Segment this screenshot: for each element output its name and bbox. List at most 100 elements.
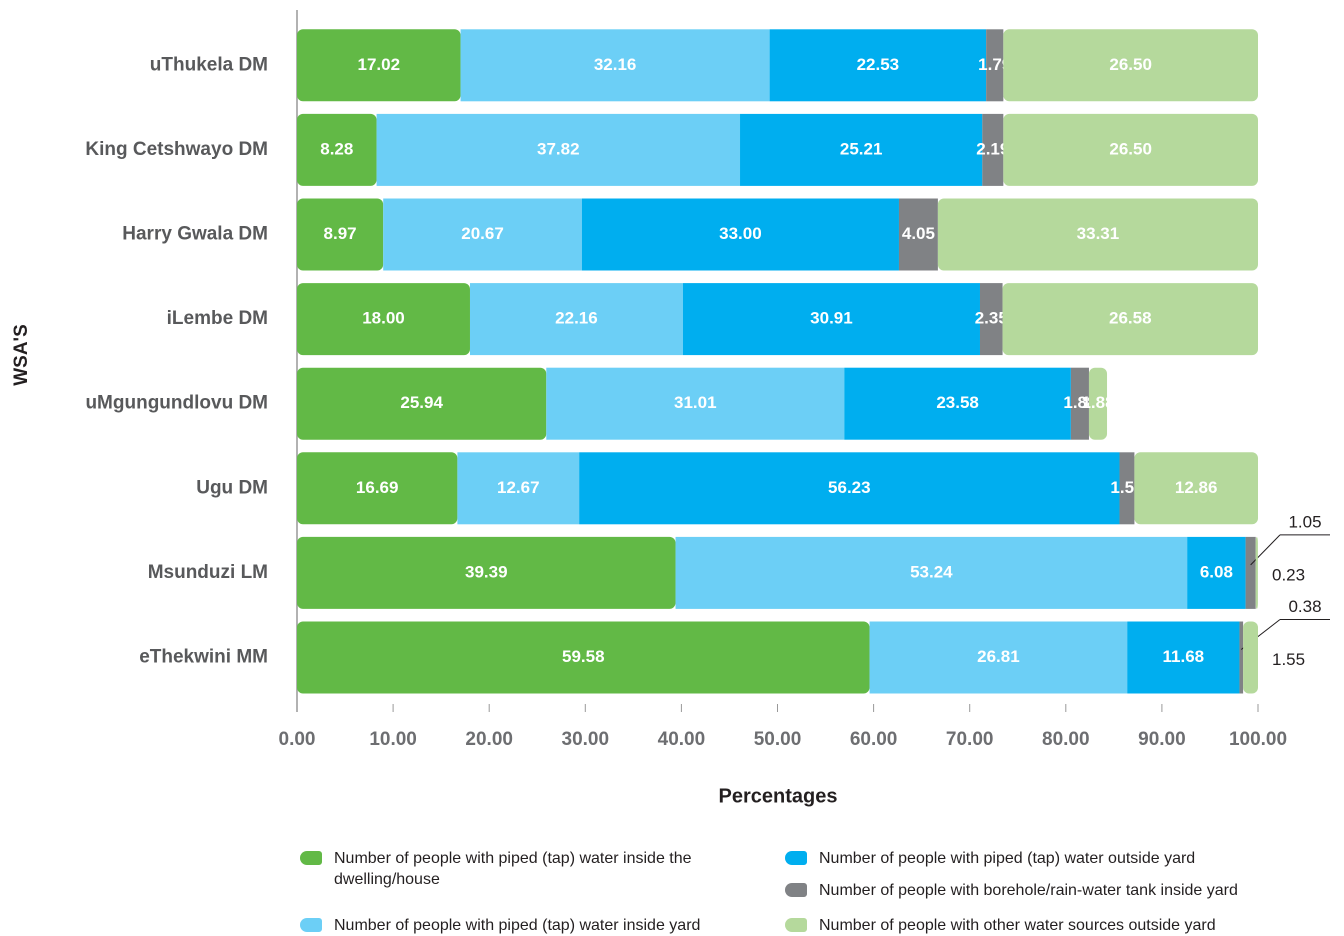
- x-axis-label: Percentages: [719, 785, 838, 807]
- legend-swatch: [785, 918, 807, 932]
- data-label: 12.67: [497, 478, 540, 497]
- data-label: 25.94: [400, 393, 443, 412]
- data-label: 1.05: [1288, 512, 1321, 531]
- data-label: 17.02: [358, 55, 401, 74]
- bar-segment: [297, 536, 676, 609]
- x-tick-label: 60.00: [850, 729, 898, 750]
- legend-label: Number of people with borehole/rain-wate…: [819, 882, 1238, 899]
- legend-item: Number of people with piped (tap) water …: [785, 848, 1325, 869]
- x-tick-label: 80.00: [1042, 729, 1090, 750]
- x-tick-label: 90.00: [1138, 729, 1186, 750]
- bar-segment: [1255, 536, 1258, 609]
- data-label: 6.08: [1200, 562, 1233, 581]
- data-label: 26.58: [1109, 309, 1152, 328]
- bar-segment: [986, 29, 1004, 102]
- data-label: 4.05: [902, 224, 935, 243]
- data-label: 8.28: [320, 139, 353, 158]
- bar-segment: [1002, 283, 1258, 356]
- data-label: 53.24: [910, 562, 953, 581]
- x-tick-label: 30.00: [562, 729, 610, 750]
- bar-segment: [297, 283, 470, 356]
- bar-segment: [982, 113, 1004, 186]
- data-label: 20.67: [461, 224, 504, 243]
- bar-segment: [457, 452, 580, 525]
- x-tick-label: 100.00: [1229, 729, 1287, 750]
- y-tick-label: uThukela DM: [150, 54, 268, 75]
- bar-segment: [297, 113, 377, 186]
- bar-segment: [546, 367, 845, 440]
- legend-item: Number of people with piped (tap) water …: [300, 915, 730, 936]
- bar-segment: [1127, 621, 1240, 694]
- data-label: 56.23: [828, 478, 871, 497]
- data-label: 30.91: [810, 309, 853, 328]
- bar-segment: [297, 29, 461, 102]
- legend-label: Number of people with other water source…: [819, 917, 1216, 934]
- data-label: 22.53: [857, 55, 900, 74]
- bar-segment: [1003, 29, 1258, 102]
- leader-line: [1250, 534, 1281, 566]
- data-label: 59.58: [562, 647, 605, 666]
- data-label: 18.00: [362, 309, 405, 328]
- legend-swatch: [300, 851, 322, 865]
- data-label: 26.50: [1109, 139, 1152, 158]
- bar-segment: [469, 283, 683, 356]
- legend-label: Number of people with piped (tap) water …: [819, 850, 1196, 867]
- bar-segment: [844, 367, 1071, 440]
- x-tick-label: 40.00: [658, 729, 706, 750]
- bar-segment: [579, 452, 1120, 525]
- bar-segment: [1119, 452, 1135, 525]
- bar-segment: [1243, 621, 1258, 694]
- bar-segment: [297, 452, 458, 525]
- bar-segment: [769, 29, 987, 102]
- data-label: 1.55: [1272, 650, 1305, 669]
- data-label: 26.50: [1109, 55, 1152, 74]
- x-tick-label: 70.00: [946, 729, 994, 750]
- bar-segment: [1239, 621, 1244, 694]
- data-label: 32.16: [594, 55, 637, 74]
- bar-segment: [898, 198, 938, 271]
- data-label: 23.58: [936, 393, 979, 412]
- data-label: 0.23: [1272, 565, 1305, 584]
- data-label: 2.35: [975, 309, 1008, 328]
- x-tick-label: 10.00: [369, 729, 417, 750]
- bar-segment: [1070, 367, 1089, 440]
- data-label: 33.31: [1077, 224, 1120, 243]
- legend-item: Number of people with borehole/rain-wate…: [785, 880, 1325, 901]
- legend-swatch: [785, 851, 807, 865]
- bar-segment: [581, 198, 899, 271]
- y-tick-label: Ugu DM: [196, 477, 268, 498]
- y-tick-label: Msunduzi LM: [148, 562, 268, 583]
- bar-segment: [297, 367, 547, 440]
- bar-segment: [675, 536, 1188, 609]
- data-label: 8.97: [324, 224, 357, 243]
- bar-segment: [297, 198, 384, 271]
- legend-swatch: [785, 883, 807, 897]
- bar-segment: [1187, 536, 1246, 609]
- legend-label: Number of people with piped (tap) water …: [334, 917, 701, 934]
- data-label: 31.01: [674, 393, 717, 412]
- data-label: 0.38: [1288, 597, 1321, 616]
- bar-segment: [383, 198, 582, 271]
- bar-segment: [979, 283, 1003, 356]
- data-label: 25.21: [840, 139, 883, 158]
- bar-segment: [460, 29, 770, 102]
- bar-segment: [869, 621, 1128, 694]
- bar-segment: [1245, 536, 1256, 609]
- legend-item: Number of people with other water source…: [785, 915, 1325, 936]
- data-label: 12.86: [1175, 478, 1218, 497]
- legend-swatch: [300, 918, 322, 932]
- y-tick-label: iLembe DM: [167, 308, 268, 329]
- bar-segment: [937, 198, 1258, 271]
- legend-item: Number of people with piped (tap) water …: [300, 848, 730, 890]
- bar-segment: [1134, 452, 1258, 525]
- y-axis-label: WSA'S: [11, 324, 32, 386]
- data-label: 1.88: [1063, 393, 1096, 412]
- x-tick-label: 20.00: [465, 729, 513, 750]
- y-tick-label: Harry Gwala DM: [122, 224, 268, 245]
- data-label: 2.19: [976, 139, 1009, 158]
- bar-segment: [1003, 113, 1258, 186]
- bar-segment: [1088, 367, 1108, 440]
- bar-segment: [682, 283, 980, 356]
- data-label: 1.88: [1081, 393, 1114, 412]
- bar-segment: [297, 621, 870, 694]
